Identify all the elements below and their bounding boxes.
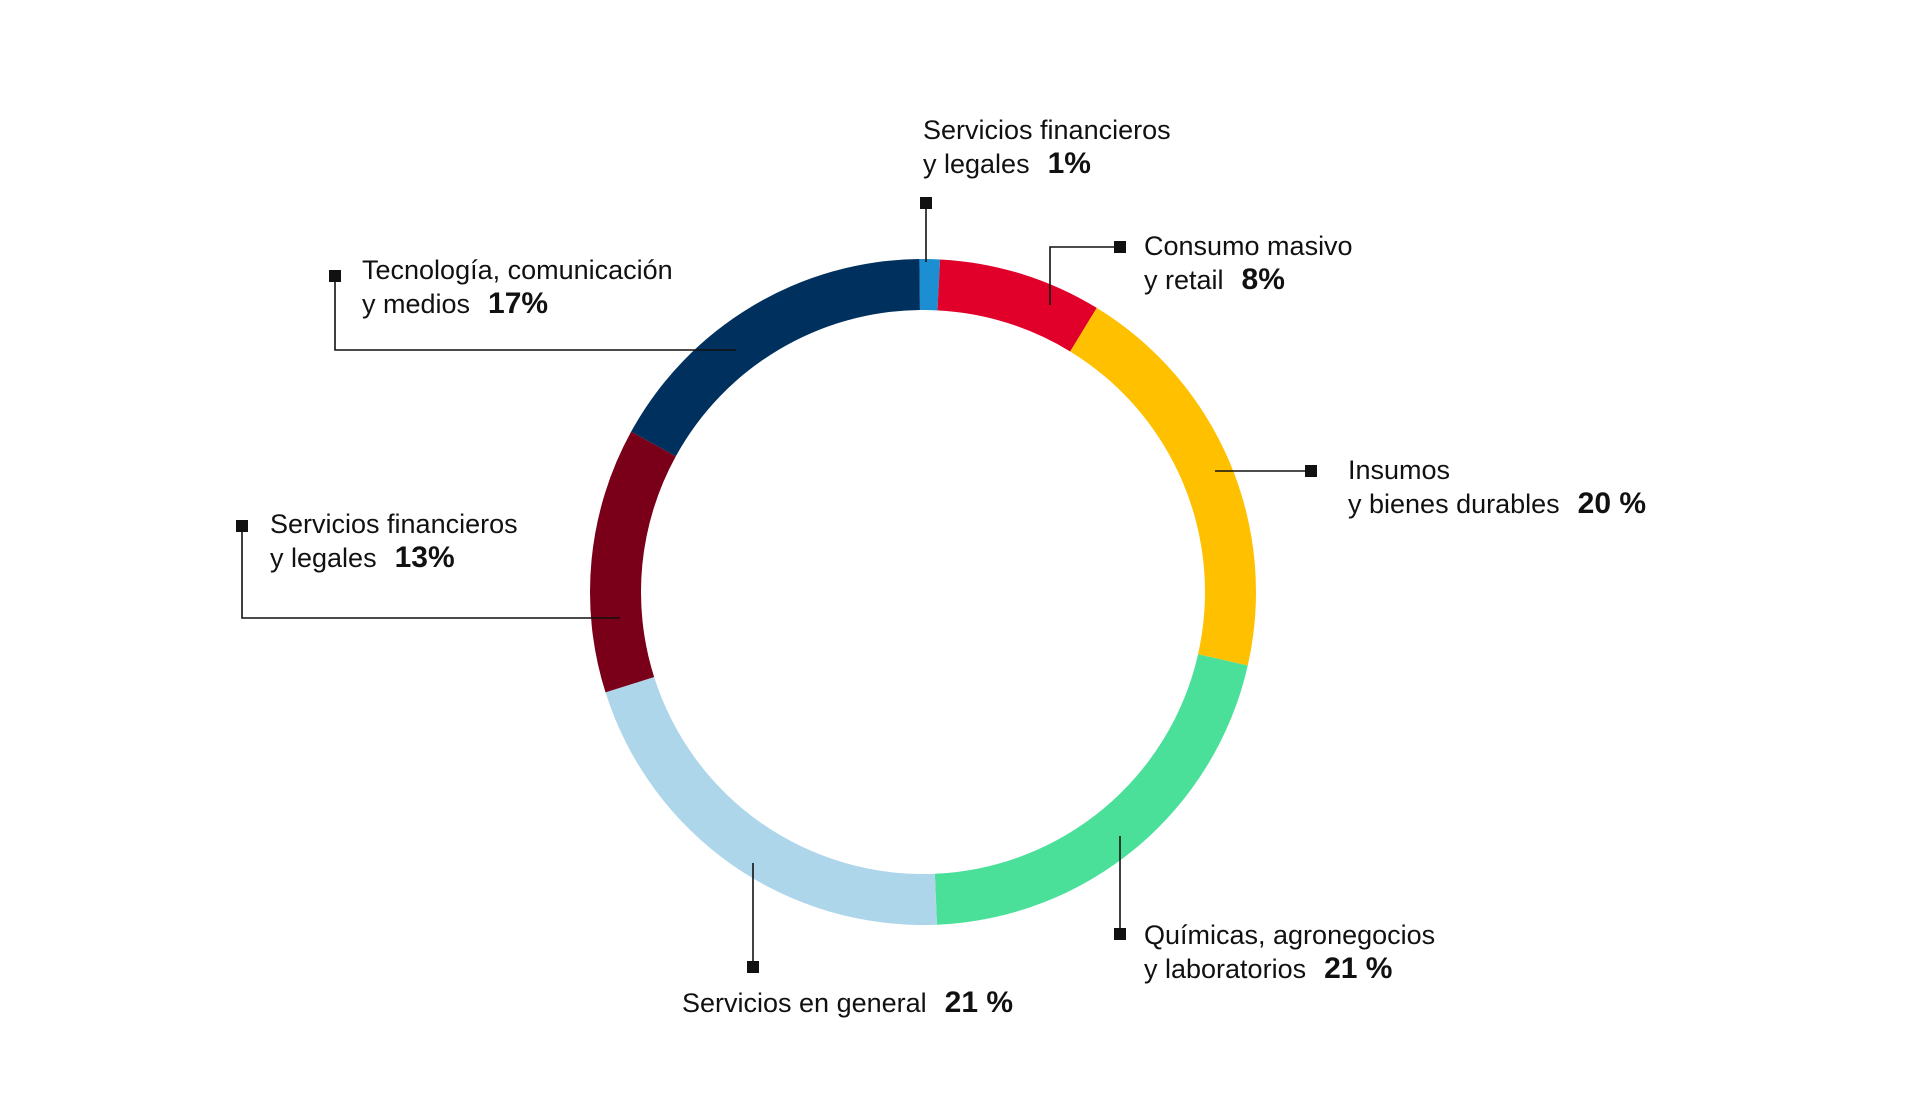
label-line1: Servicios financieros — [923, 115, 1171, 145]
donut-slice-6 — [631, 259, 920, 457]
label-marker-6 — [329, 270, 341, 282]
label-line2: y legales — [923, 149, 1030, 179]
label-markers — [236, 197, 1317, 973]
donut-slice-0 — [919, 259, 941, 311]
leader-line-5 — [241, 526, 620, 619]
slice-percent-label: 8% — [1241, 263, 1285, 296]
slice-percent-label: 13% — [394, 541, 455, 574]
donut-slice-1 — [937, 259, 1097, 352]
label-line1: Consumo masivo — [1144, 231, 1353, 261]
label-line1: Químicas, agronegocios — [1144, 920, 1436, 950]
label-marker-1 — [1114, 241, 1126, 253]
donut-slice-5 — [590, 431, 676, 693]
label-consumo-masivo: Consumo masivo y retail 8% — [1144, 229, 1353, 297]
slice-percent-label: 1% — [1047, 147, 1091, 180]
label-servicios-general: Servicios en general 21 % — [682, 986, 1013, 1020]
donut-slice-3 — [934, 654, 1248, 925]
label-marker-3 — [1114, 928, 1126, 940]
leader-line-1 — [1049, 246, 1120, 305]
label-marker-5 — [236, 520, 248, 532]
slice-percent-label: 17% — [488, 287, 549, 320]
label-servicios-financieros-13: Servicios financieros y legales 13% — [270, 507, 518, 575]
label-line2: y laboratorios — [1144, 954, 1307, 984]
label-insumos: Insumos y bienes durables 20 % — [1348, 453, 1646, 521]
label-line2: y medios — [362, 289, 471, 319]
label-line2: y legales — [270, 543, 377, 573]
label-line1: Servicios financieros — [270, 509, 518, 539]
label-marker-0 — [920, 197, 932, 209]
slice-percent-label: 21 % — [944, 986, 1014, 1019]
donut-slice-2 — [1070, 307, 1256, 666]
label-line1: Tecnología, comunicación — [362, 255, 673, 285]
leader-lines — [241, 205, 1311, 965]
label-servicios-financieros-1: Servicios financieros y legales 1% — [923, 113, 1171, 181]
label-line2: y bienes durables — [1348, 489, 1560, 519]
slice-percent-label: 21 % — [1324, 952, 1393, 985]
donut-slice-4 — [605, 677, 937, 925]
label-tecnologia: Tecnología, comunicación y medios 17% — [362, 253, 673, 321]
label-line2: y retail — [1144, 265, 1224, 295]
label-marker-4 — [747, 961, 759, 973]
label-marker-2 — [1305, 465, 1317, 477]
label-quimicas: Químicas, agronegocios y laboratorios 21 … — [1144, 918, 1435, 986]
slice-percent-label: 20 % — [1577, 487, 1647, 520]
leader-line-6 — [334, 276, 736, 351]
label-line1: Insumos — [1348, 455, 1451, 485]
label-line2: Servicios en general — [682, 988, 927, 1018]
donut-slices — [590, 259, 1256, 925]
